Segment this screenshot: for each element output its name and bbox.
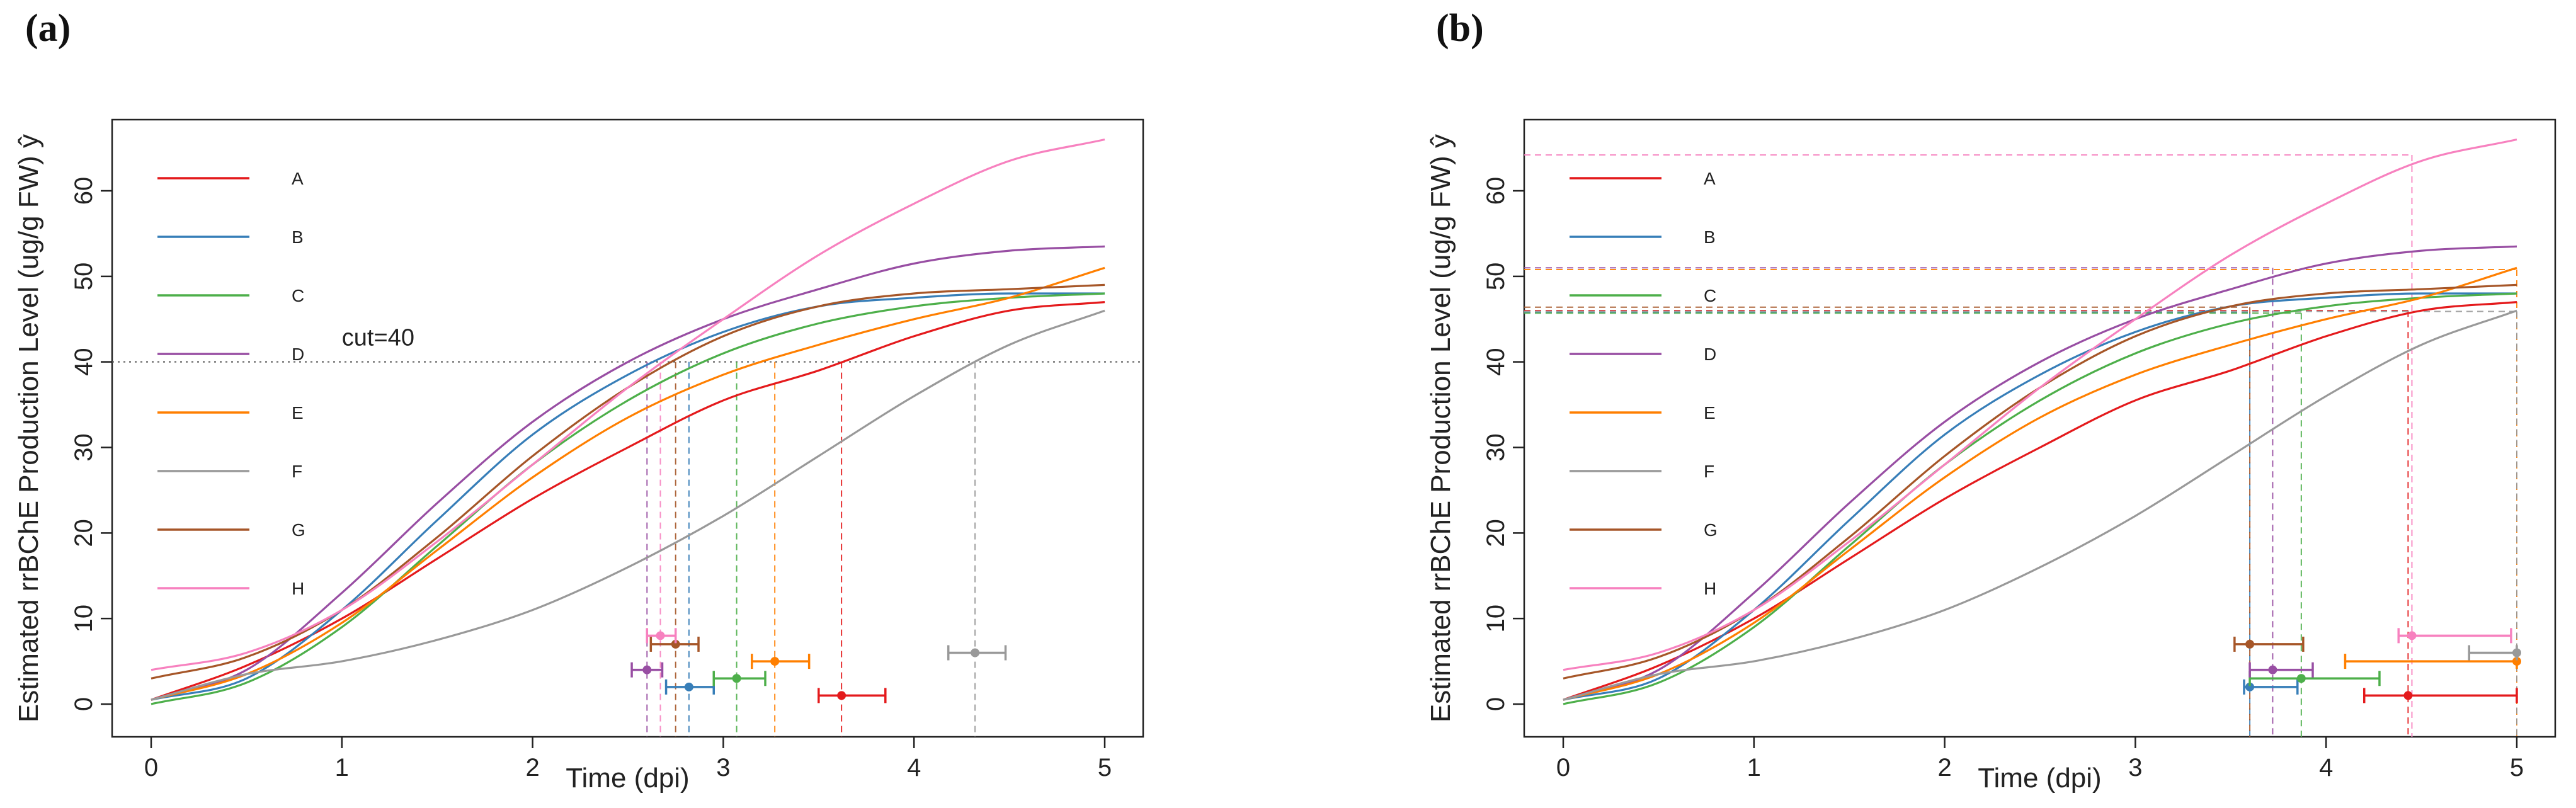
legend-label-A: A: [292, 169, 304, 188]
y-tick-label: 30: [70, 433, 98, 462]
legend-label-D: D: [1704, 344, 1716, 364]
x-axis-title: Time (dpi): [566, 763, 689, 794]
ci-point-E: [2512, 657, 2521, 666]
legend-label-F: F: [292, 462, 302, 481]
ci-point-C: [732, 674, 741, 683]
ci-point-H: [656, 631, 665, 640]
legend-label-F: F: [1704, 462, 1714, 481]
ci-point-E: [770, 657, 780, 666]
series-line-A: [1563, 301, 2517, 701]
ci-point-F: [971, 648, 980, 657]
y-tick-label: 0: [70, 697, 98, 711]
y-tick-label: 10: [70, 605, 98, 633]
y-tick-label: 60: [70, 177, 98, 205]
y-tick-label: 40: [70, 348, 98, 376]
series-line-B: [151, 292, 1105, 701]
panel-label-b: (b): [1436, 7, 1484, 50]
x-tick-label: 5: [2510, 754, 2524, 782]
series-line-E: [1563, 266, 2517, 701]
series-line-C: [151, 292, 1105, 705]
legend-label-B: B: [1704, 227, 1716, 247]
ci-point-D: [642, 665, 652, 674]
y-tick-label: 10: [1482, 605, 1510, 633]
plot-frame: [1523, 118, 2556, 738]
y-tick-label: 40: [1482, 348, 1510, 376]
y-tick-label: 50: [70, 263, 98, 291]
series-line-F: [151, 309, 1105, 701]
x-tick-label: 0: [144, 754, 158, 782]
legend-label-H: H: [1704, 579, 1716, 598]
legend-label-C: C: [1704, 286, 1716, 305]
series-line-A: [151, 301, 1105, 701]
x-tick-label: 3: [2128, 754, 2142, 782]
ci-point-G: [2245, 639, 2255, 649]
x-tick-label: 3: [716, 754, 730, 782]
cut-annotation: cut=40: [342, 325, 414, 351]
x-axis-title: Time (dpi): [1978, 763, 2101, 794]
x-tick-label: 2: [525, 754, 539, 782]
x-tick-label: 1: [1747, 754, 1761, 782]
ci-point-F: [2512, 648, 2521, 657]
y-tick-label: 20: [70, 519, 98, 547]
legend-label-G: G: [292, 520, 305, 540]
ci-point-H: [2407, 631, 2417, 640]
y-tick-label: 0: [1482, 697, 1510, 711]
legend-label-G: G: [1704, 520, 1718, 540]
ci-point-A: [2403, 691, 2413, 700]
x-tick-label: 1: [335, 754, 349, 782]
legend-label-H: H: [292, 579, 304, 598]
series-line-E: [151, 266, 1105, 701]
legend-label-B: B: [292, 227, 304, 247]
ci-point-B: [2245, 682, 2255, 691]
x-tick-label: 2: [1937, 754, 1951, 782]
x-tick-label: 4: [2319, 754, 2333, 782]
ci-point-B: [684, 682, 693, 691]
legend-label-E: E: [1704, 403, 1716, 423]
series-line-D: [1563, 245, 2517, 701]
ci-point-G: [671, 639, 680, 649]
series-line-C: [1563, 292, 2517, 705]
series-line-H: [151, 138, 1105, 671]
y-axis-title: Estimated rrBChE Production Level (ug/g …: [13, 134, 44, 722]
y-tick-label: 50: [1482, 263, 1510, 291]
ci-point-C: [2296, 674, 2306, 683]
series-line-F: [1563, 309, 2517, 701]
legend-label-A: A: [1704, 169, 1716, 188]
series-line-B: [1563, 292, 2517, 701]
ci-point-A: [837, 691, 846, 700]
y-tick-label: 20: [1482, 519, 1510, 547]
y-axis-title: Estimated rrBChE Production Level (ug/g …: [1425, 134, 1456, 722]
legend-label-E: E: [292, 403, 304, 423]
legend-label-D: D: [292, 344, 304, 364]
panel-label-a: (a): [25, 7, 71, 50]
x-tick-label: 0: [1556, 754, 1570, 782]
series-line-H: [1563, 138, 2517, 671]
y-tick-label: 30: [1482, 433, 1510, 462]
x-tick-label: 4: [907, 754, 921, 782]
x-tick-label: 5: [1098, 754, 1112, 782]
ci-point-D: [2268, 665, 2277, 674]
plot-frame: [111, 118, 1144, 738]
legend-label-C: C: [292, 286, 304, 305]
y-tick-label: 60: [1482, 177, 1510, 205]
series-line-D: [151, 245, 1105, 701]
